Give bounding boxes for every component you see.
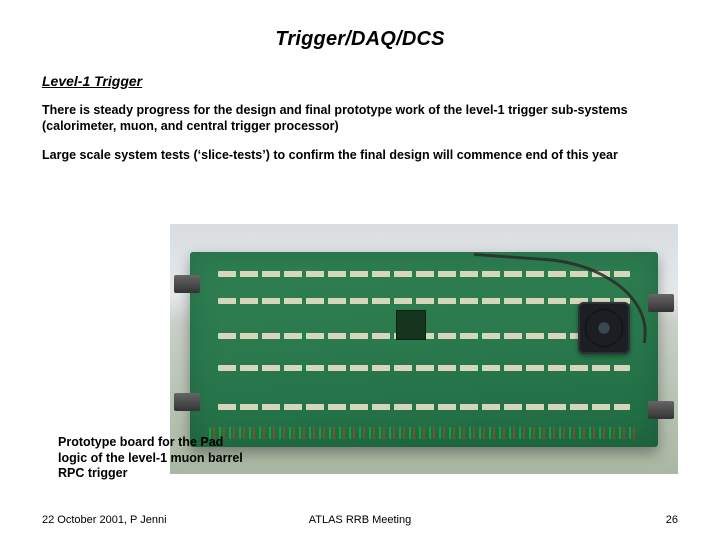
slide-title: Trigger/DAQ/DCS [42, 28, 678, 51]
slot-row [218, 365, 629, 371]
central-chip [396, 310, 426, 340]
paragraph-2: Large scale system tests (‘slice-tests’)… [42, 148, 678, 164]
pcb-board [190, 252, 657, 447]
paragraph-1: There is steady progress for the design … [42, 103, 678, 134]
component-row [209, 427, 639, 439]
photo-caption: Prototype board for the Pad logic of the… [58, 435, 248, 482]
edge-connector [174, 393, 200, 411]
fan-cable [468, 253, 651, 343]
edge-connector [648, 401, 674, 419]
slot-row [218, 404, 629, 410]
edge-connector [648, 294, 674, 312]
footer: 22 October 2001, P Jenni ATLAS RRB Meeti… [42, 514, 678, 526]
section-heading: Level-1 Trigger [42, 73, 678, 89]
footer-page-number: 26 [666, 514, 678, 526]
slide: Trigger/DAQ/DCS Level-1 Trigger There is… [0, 0, 720, 540]
edge-connector [174, 275, 200, 293]
footer-date-author: 22 October 2001, P Jenni [42, 514, 167, 526]
